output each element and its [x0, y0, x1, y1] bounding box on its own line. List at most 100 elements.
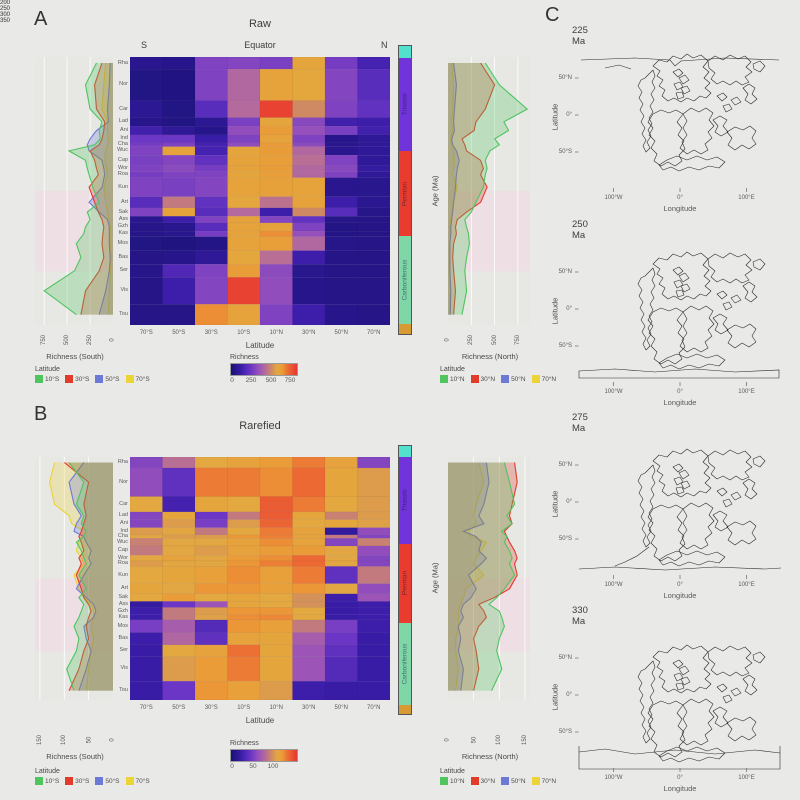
legend-tick: 250: [245, 377, 257, 384]
continent-outline: [726, 520, 757, 546]
legend-label: 10°N: [450, 375, 465, 383]
lat-col-tick: 30°N: [302, 330, 316, 336]
heat-cell: [162, 236, 196, 251]
heat-cell: [357, 177, 390, 197]
value-tick: 100: [60, 734, 67, 746]
latitude-axis-label-b: Latitude: [245, 716, 275, 725]
legend-item-10°N: 10°N: [440, 777, 465, 785]
heat-cell: [227, 614, 261, 621]
heat-cell: [194, 165, 228, 172]
heat-cell: [324, 250, 358, 265]
lon-tick: 0°: [677, 389, 683, 395]
richness-legend-ticks-a: 0 250 500 750: [230, 377, 320, 385]
richness-legend-title-b: Richness: [230, 740, 259, 747]
area-fill-30°S: [80, 63, 113, 315]
heat-cell: [292, 467, 326, 497]
stage-tick-Kas: Kas: [118, 230, 128, 237]
stage-tick-Ani: Ani: [120, 520, 128, 527]
lat-col-tick: 30°N: [302, 705, 316, 711]
heat-cell: [130, 222, 163, 232]
heat-cell: [130, 230, 163, 237]
legend-swatch: [95, 777, 104, 785]
heat-cell: [292, 236, 326, 251]
stage-tick-Lad: Lad: [118, 118, 128, 125]
area-fill-50°N: [448, 63, 460, 315]
lat-col-tick: 70°S: [139, 330, 153, 336]
paleomap-275-Ma: [575, 448, 782, 579]
heat-cell: [162, 496, 196, 513]
legend-label: 10°S: [45, 375, 60, 383]
heat-cell: [194, 207, 228, 217]
heat-cell: [259, 230, 293, 237]
latitude-axis-label-a: Latitude: [245, 341, 275, 350]
panel-a-equator-header: Equator: [244, 40, 276, 50]
heat-cell: [292, 593, 326, 602]
heat-cell: [130, 467, 163, 497]
continent-outline: [678, 665, 690, 676]
area-fill-30°N: [448, 462, 518, 691]
value-tick: 0: [110, 738, 116, 742]
heat-cell: [194, 467, 228, 497]
heat-cell: [227, 125, 261, 136]
lat-col-tick: 50°N: [334, 705, 348, 711]
heat-cell: [357, 125, 390, 136]
heat-cell: [259, 134, 293, 144]
heat-cell: [324, 619, 358, 633]
stage-tick-Tou: Tou: [119, 311, 128, 318]
legend-tick: 0: [230, 763, 234, 770]
lon-tick: 100°W: [604, 389, 623, 395]
value-tick: 0: [445, 738, 451, 742]
heat-cell: [194, 566, 228, 584]
heat-cell: [194, 519, 228, 528]
heat-cell: [130, 57, 163, 70]
heat-cell: [324, 632, 358, 646]
heat-cell: [130, 125, 163, 136]
map-title-225-Ma: 225 Ma: [572, 25, 588, 47]
panel-b-title: Rarefied: [239, 420, 281, 432]
latitude-axis-label-map: Latitude: [550, 297, 560, 325]
heat-cell: [227, 117, 261, 127]
stage-tick-Nor: Nor: [119, 478, 128, 485]
heat-cell: [162, 304, 196, 325]
heat-cell: [130, 196, 163, 209]
heat-cell: [324, 177, 358, 197]
line-10°N: [461, 62, 529, 315]
period-edge: [399, 446, 411, 458]
heat-cell: [292, 155, 326, 166]
heat-cell: [259, 216, 293, 224]
heat-cell: [227, 207, 261, 217]
legend-north-a-title: Latitude: [440, 366, 465, 373]
heat-cell: [162, 171, 196, 178]
longitude-axis-label: Longitude: [663, 784, 697, 793]
legend-south-a: Latitude 10°S 30°S 50°S 70°S: [35, 366, 150, 383]
heat-cell: [162, 264, 196, 278]
continent-outline: [712, 313, 729, 335]
period-edge: [399, 704, 411, 714]
latitude-axis-label-map: Latitude: [550, 490, 560, 518]
legend-tick: 100: [267, 763, 279, 770]
legend-label: 50°N: [511, 777, 526, 785]
latitude-ticks-b: 70°S 50°S 30°S 10°S 10°N 30°N 50°N 70°N: [130, 705, 390, 711]
heat-cell: [227, 171, 261, 178]
heat-cell: [324, 207, 358, 217]
heat-cell: [259, 177, 293, 197]
legend-south-b: Latitude 10°S 30°S 50°S 70°S: [35, 768, 150, 785]
heat-cell: [194, 601, 228, 608]
heat-cell: [357, 165, 390, 172]
legend-label: 10°S: [45, 777, 60, 785]
heat-cell: [292, 222, 326, 232]
icehouse-band: [448, 578, 530, 652]
heat-cell: [324, 457, 358, 469]
heat-cell: [292, 614, 326, 621]
continent-outline: [742, 674, 758, 696]
heatmap-raw: [130, 57, 390, 325]
heat-cell: [194, 534, 228, 539]
stage-tick-Car: Car: [119, 500, 128, 507]
heat-cell: [227, 534, 261, 539]
heat-cell: [194, 632, 228, 646]
area-fill-70°N: [448, 462, 487, 691]
heat-cell: [357, 155, 390, 166]
legend-swatch: [501, 777, 510, 785]
heat-cell: [259, 593, 293, 602]
area-fill-50°N: [448, 462, 489, 691]
